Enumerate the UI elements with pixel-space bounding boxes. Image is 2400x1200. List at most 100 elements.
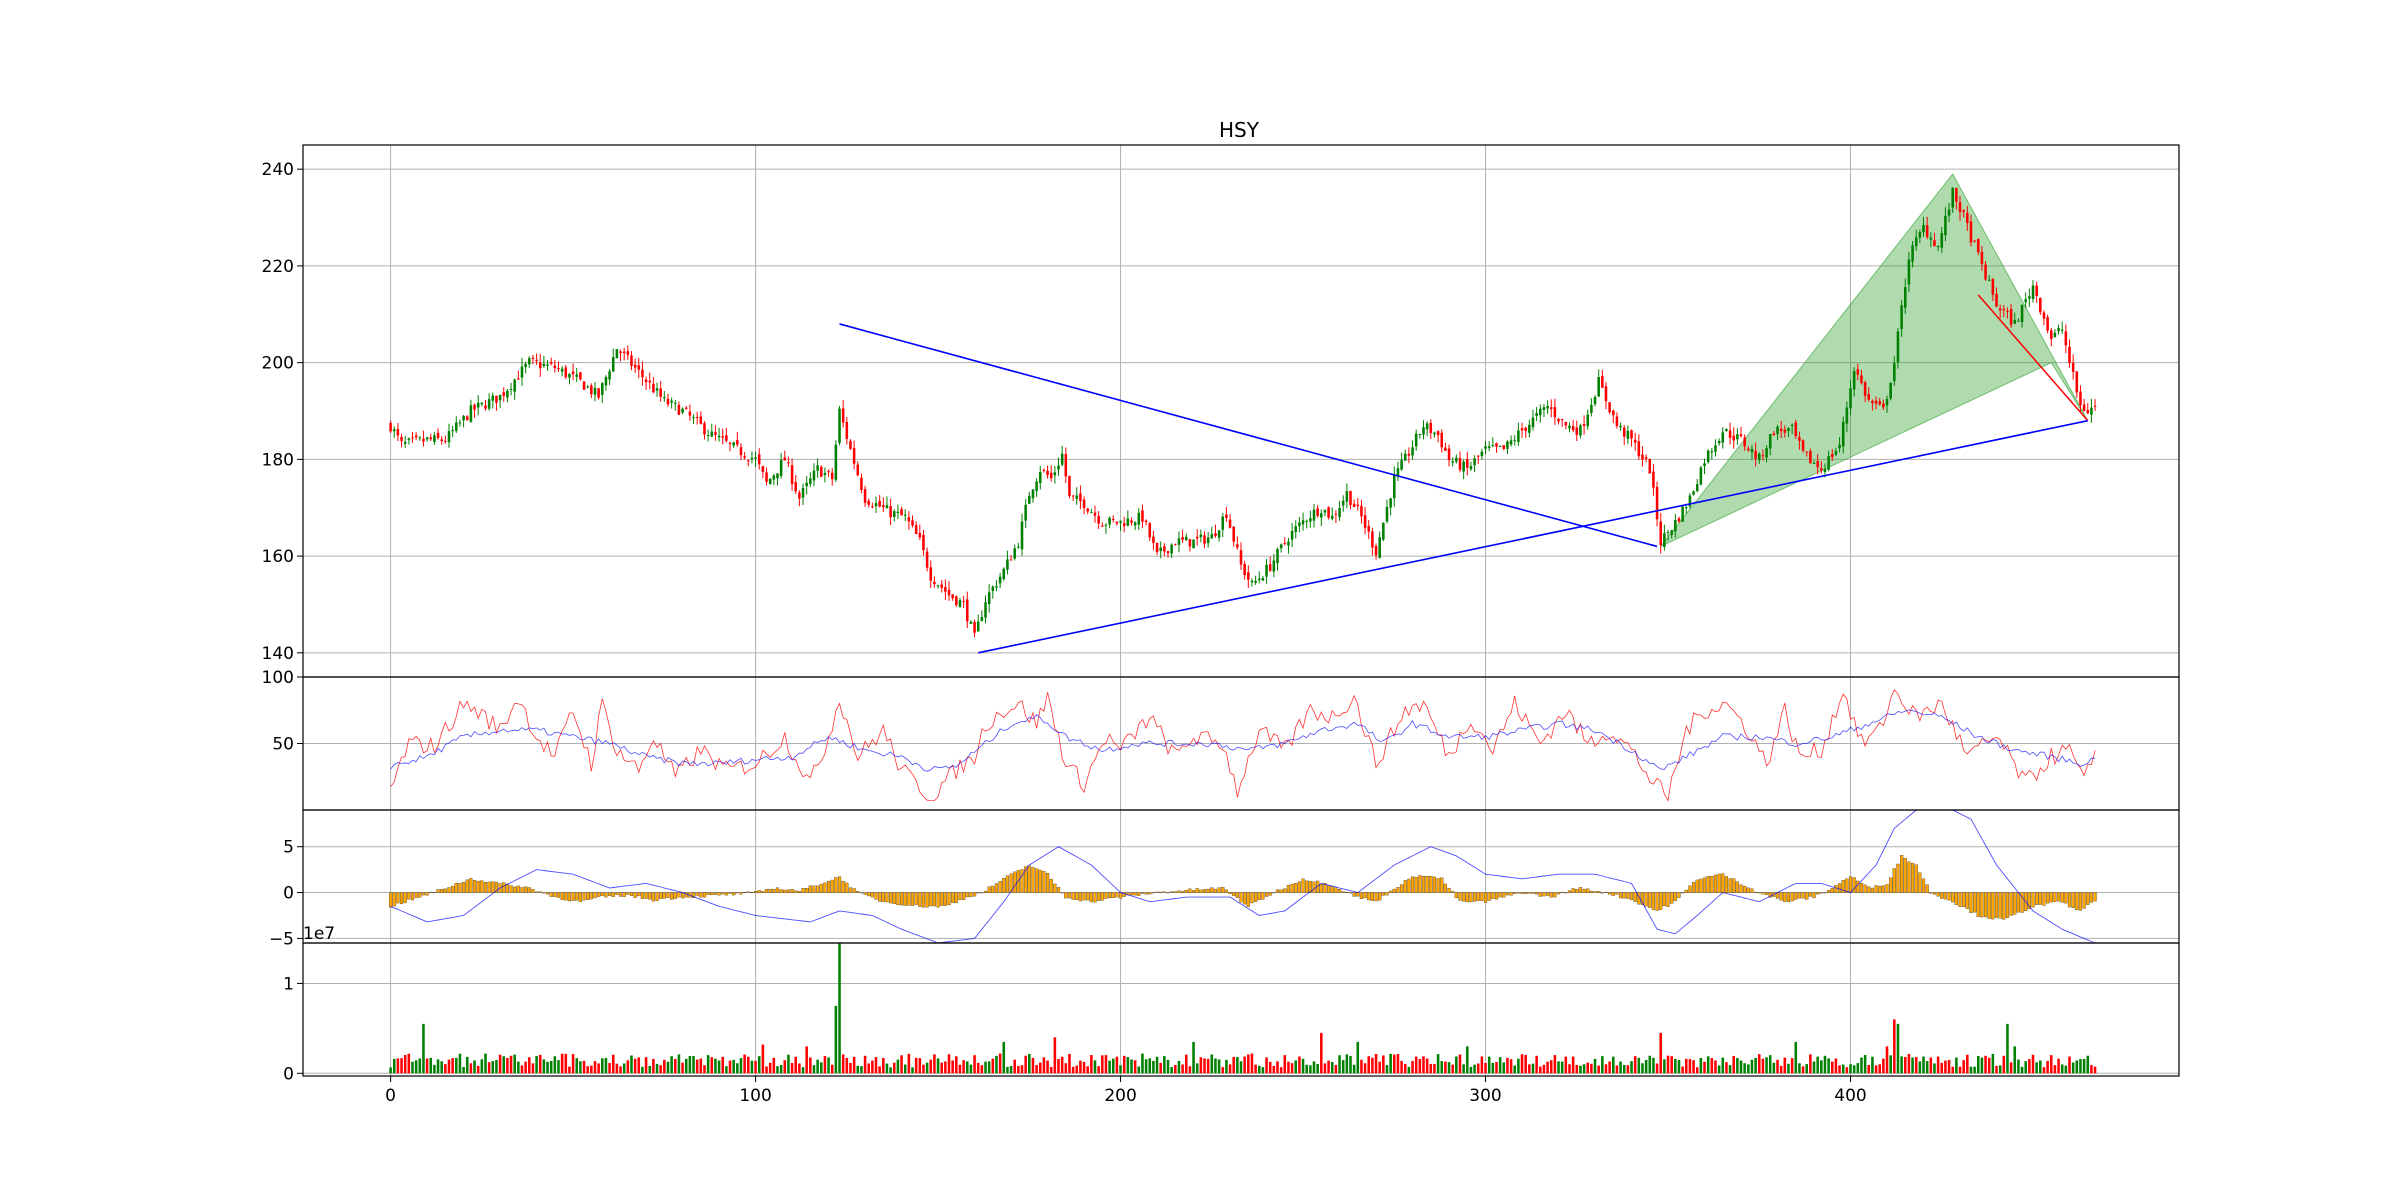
macd-hist-bar [662, 892, 666, 899]
volume-bar [1170, 1067, 1173, 1074]
macd-hist-bar [2013, 892, 2017, 915]
volume-bar [1688, 1059, 1692, 1074]
candle-body [684, 407, 688, 409]
volume-bar [1841, 1064, 1845, 1074]
macd-hist-bar [1367, 892, 1371, 901]
candle-body [830, 472, 834, 480]
candle-body [1433, 432, 1436, 435]
macd-hist-bar [545, 892, 550, 895]
volume-bar [451, 1058, 454, 1074]
candle-body [1925, 225, 1929, 238]
candle-body [1852, 371, 1856, 390]
macd-hist-bar [418, 892, 422, 898]
candle-body [911, 520, 914, 526]
candle-body [2057, 328, 2060, 332]
candle-body [1695, 484, 1699, 491]
macd-hist-bar [1206, 888, 1210, 893]
volume-bar [783, 1060, 787, 1074]
candle-body [1031, 489, 1035, 499]
trend-lines [839, 323, 2088, 654]
volume-bar [1188, 1066, 1192, 1074]
volume-bar [1060, 1056, 1064, 1074]
macd-hist-bar [1451, 891, 1455, 893]
candle-body [590, 385, 593, 395]
volume-bar [1655, 1063, 1659, 1074]
macd-hist-bar [527, 887, 531, 893]
macd-hist-bar [1381, 892, 1385, 896]
candle-body [1688, 495, 1692, 507]
macd-hist-bar [1837, 883, 1842, 893]
rsi-grid [303, 676, 2179, 810]
macd-hist-bar [1108, 892, 1112, 899]
candle-body [1966, 213, 1969, 224]
macd-hist-bar [1735, 881, 1739, 893]
candle-body [721, 436, 725, 438]
volume-bar [670, 1056, 673, 1074]
candle-body [1283, 542, 1287, 544]
volume-bar [1732, 1055, 1736, 1074]
macd-hist-bar [1410, 876, 1415, 893]
volume-bar [1028, 1054, 1031, 1074]
macd-hist-bar [1170, 891, 1174, 893]
candle-body [889, 506, 892, 518]
candle-body [933, 581, 936, 585]
macd-hist-bar [670, 892, 674, 900]
volume-bar [615, 1063, 619, 1074]
volume-bar [827, 1057, 830, 1074]
candle-body [779, 459, 783, 477]
macd-hist-bar [965, 892, 969, 898]
macd-hist-bar [899, 892, 904, 906]
volume-bar [1254, 1064, 1257, 1074]
macd-hist-bar [699, 892, 703, 898]
candle-body [787, 462, 790, 464]
candle-body [1677, 518, 1681, 522]
macd-hist-bar [1301, 878, 1305, 893]
candle-body [1148, 523, 1152, 538]
volume-bar [425, 1058, 429, 1074]
candle-body [487, 399, 491, 409]
volume-bar [622, 1063, 626, 1074]
volume-bar [1119, 1065, 1122, 1074]
macd-hist-bar [706, 892, 710, 895]
macd-hist-bar [1929, 892, 1933, 894]
candle-body [1177, 538, 1181, 545]
candle-body [688, 411, 692, 416]
macd-hist-bar [1268, 892, 1272, 896]
candle-body [1247, 572, 1250, 580]
y-tick-label: 5 [283, 838, 294, 858]
volume-bar [1046, 1060, 1049, 1074]
macd-hist-bar [586, 892, 590, 900]
macd-hist-bar [480, 880, 484, 893]
candle-body [1444, 447, 1447, 451]
macd-hist-bar [1622, 892, 1626, 899]
macd-hist-bar [812, 885, 816, 893]
macd-hist-bar [1900, 855, 1904, 893]
candle-body [976, 621, 980, 632]
macd-hist-bar [1648, 892, 1652, 908]
candle-body [1371, 531, 1374, 548]
volume-bar [1068, 1053, 1071, 1074]
volume-bar [1714, 1060, 1717, 1074]
candle-body [1805, 451, 1808, 453]
macd-hist-bar [1527, 892, 1531, 894]
candle-body [1232, 526, 1235, 542]
volume-bar [1097, 1066, 1100, 1074]
macd-hist-bar [983, 890, 988, 893]
volume-bar [392, 1058, 396, 1074]
macd-hist-bar [830, 879, 834, 893]
volume-bar [1513, 1065, 1517, 1074]
candle-body [1553, 407, 1557, 418]
candle-body [1013, 548, 1016, 559]
volume-bar [1433, 1064, 1436, 1074]
volume-bar [455, 1057, 458, 1074]
macd-hist-bar [1151, 892, 1155, 894]
volume-bar [1079, 1060, 1082, 1074]
volume-bar [1783, 1057, 1787, 1074]
volume-bar [1141, 1053, 1144, 1074]
volume-bar [593, 1061, 597, 1074]
volume-bar [560, 1053, 564, 1074]
volume-bar [2009, 1062, 2013, 1074]
macd-hist-bar [1841, 880, 1845, 893]
macd-hist-bar [1458, 892, 1462, 901]
volume-bar [1232, 1056, 1235, 1074]
